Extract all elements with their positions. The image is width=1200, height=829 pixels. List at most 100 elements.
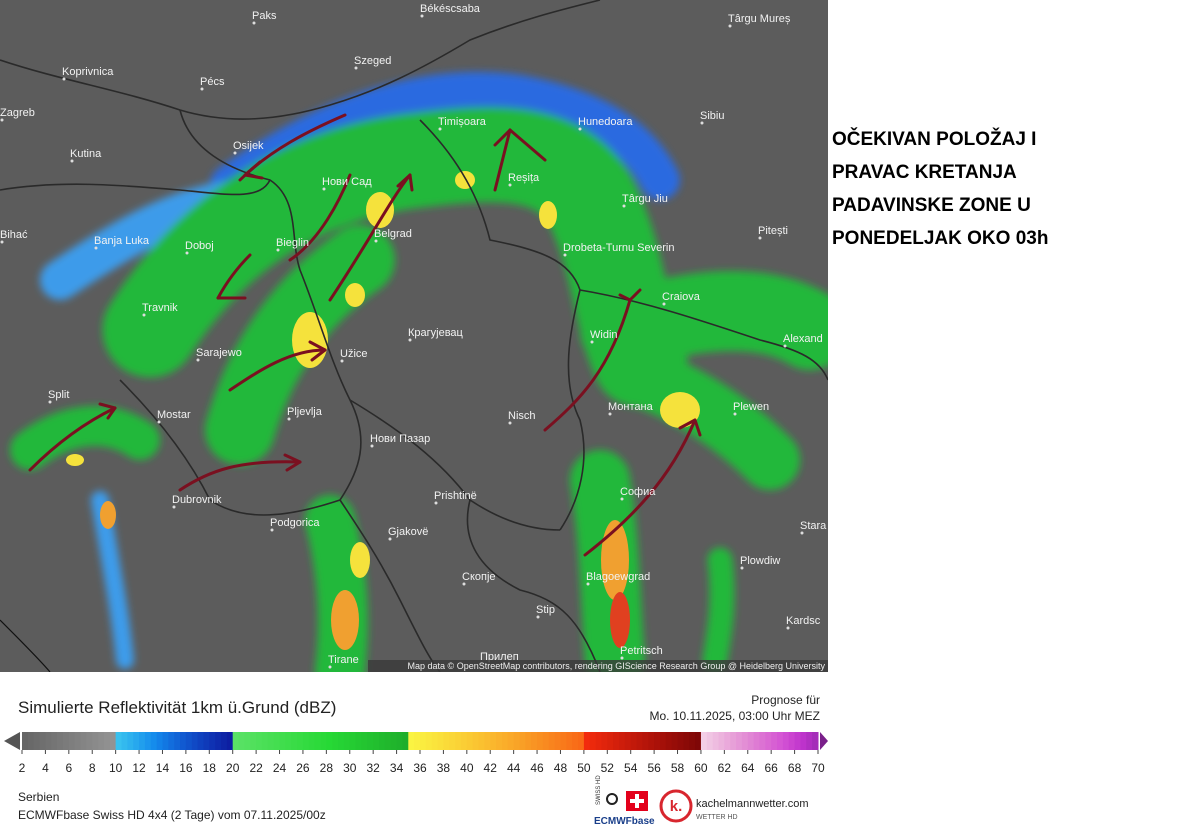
city-dot (185, 251, 189, 255)
forecast-label: Prognose für (751, 693, 820, 707)
scale-tick-label: 6 (65, 761, 72, 775)
scale-step (455, 732, 462, 750)
city-dot (48, 400, 52, 404)
scale-step (238, 732, 245, 750)
city-dot (800, 531, 804, 535)
legend-title: Simulierte Reflektivität 1km ü.Grund (dB… (18, 698, 336, 717)
scale-step (496, 732, 503, 750)
city-label: Blagoewgrad (586, 571, 650, 583)
scale-step (642, 732, 649, 750)
scale-step (613, 732, 620, 750)
scale-step (624, 732, 632, 750)
city-label: Zagreb (0, 107, 35, 119)
city-label: Нови Пазар (370, 433, 430, 445)
scale-tick-label: 16 (179, 761, 193, 775)
scale-step (22, 732, 29, 750)
scale-step (62, 732, 70, 750)
city-dot (578, 127, 582, 131)
city-label: Belgrad (374, 228, 412, 240)
scale-step (86, 732, 93, 750)
scale-tick-label: 10 (109, 761, 123, 775)
model-run: ECMWFbase Swiss HD 4x4 (2 Tage) vom 07.1… (18, 808, 326, 822)
scale-step (402, 732, 409, 750)
scale-step (654, 732, 661, 750)
scale-step (39, 732, 46, 750)
city-label: Монтана (608, 401, 654, 413)
city-dot (172, 505, 176, 509)
map: Paks Békéscsaba Târgu Mureș Koprivnica Pécs S… (0, 0, 828, 672)
city-label: Reșița (508, 172, 540, 184)
city-dot (94, 246, 98, 250)
city-labels: Paks Békéscsaba Târgu Mureș Koprivnica Pécs S… (0, 3, 827, 669)
scale-step (197, 732, 204, 750)
scale-step (162, 732, 169, 750)
scale-step (619, 732, 626, 750)
city-label: Békéscsaba (420, 3, 481, 15)
scale-tick-label: 48 (554, 761, 568, 775)
scale-step (361, 732, 368, 750)
scale-step (273, 732, 281, 750)
brand: kachelmannwetter.com (696, 798, 809, 810)
scale-step (730, 732, 737, 750)
scale-step (542, 732, 550, 750)
scale-step (601, 732, 608, 750)
scale-step (771, 732, 778, 750)
scale-step (595, 732, 602, 750)
scale-step (98, 732, 105, 750)
scale-step (297, 732, 304, 750)
scale-step (396, 732, 403, 750)
scale-step (232, 732, 240, 750)
city-dot (620, 656, 624, 660)
city-label: Timișoara (438, 116, 487, 128)
scale-step (267, 732, 275, 750)
scale-step (659, 732, 667, 750)
scale-step (33, 732, 41, 750)
scale-step (302, 732, 310, 750)
scale-step (349, 732, 357, 750)
borders (0, 0, 828, 672)
scale-step (525, 732, 532, 750)
scale-step (460, 732, 468, 750)
scale-step (308, 732, 316, 750)
city-label: Tirane (328, 654, 359, 666)
city-label: Kardsc (786, 615, 821, 627)
scale-step (782, 732, 790, 750)
scale-step (706, 732, 714, 750)
scale-step (431, 732, 439, 750)
scale-step (636, 732, 643, 750)
city-dot (62, 77, 66, 81)
city-label: Sibiu (700, 110, 724, 122)
scale-step (501, 732, 509, 750)
annotation-line: OČEKIVAN POLOŽAJ I (832, 128, 1036, 150)
scale-tick-label: 52 (601, 761, 615, 775)
city-dot (786, 626, 790, 630)
scale-step (507, 732, 515, 750)
city-label: Drobeta-Turnu Severin (563, 242, 674, 254)
scale-step (390, 732, 398, 750)
brand-sub: WETTER HD (696, 814, 738, 821)
scale-step (144, 732, 152, 750)
scale-step (607, 732, 614, 750)
scale-step (221, 732, 228, 750)
scale-tick-label: 68 (788, 761, 802, 775)
coast (0, 619, 51, 672)
city-label: Petritsch (620, 645, 663, 657)
city-dot (200, 87, 204, 91)
city-label: Paks (252, 10, 277, 22)
city-dot (322, 187, 326, 191)
city-label: Софиа (620, 486, 656, 498)
scale-step (51, 732, 58, 750)
scale-step (437, 732, 444, 750)
scale-step (185, 732, 193, 750)
scale-step (133, 732, 140, 750)
scale-step (191, 732, 199, 750)
scale-step (156, 732, 163, 750)
annotation-line: PADAVINSKE ZONE U (832, 195, 1031, 216)
scale-step (484, 732, 491, 750)
city-label: Banja Luka (94, 235, 150, 247)
scale-step (630, 732, 638, 750)
city-label: Kutina (70, 148, 102, 160)
color-scale: 2 4 6 8 10 12 14 16 18 20 22 24 26 28 30 32 34 36 38 40 42 44… (4, 732, 828, 775)
city-dot (70, 159, 74, 163)
